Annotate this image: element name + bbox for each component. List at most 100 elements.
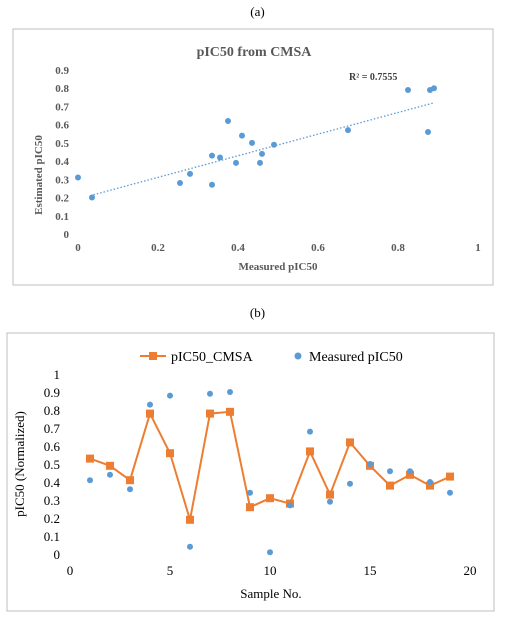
y-tick-label: 1 bbox=[54, 367, 61, 382]
y-tick-label: 0.3 bbox=[44, 493, 60, 508]
x-tick-label: 5 bbox=[167, 563, 174, 578]
y-tick-label: 0.8 bbox=[55, 83, 69, 95]
measured-point bbox=[407, 468, 413, 475]
panel-label-a: (a) bbox=[250, 4, 265, 19]
cmsa-square-point bbox=[426, 481, 434, 490]
data-point bbox=[209, 181, 215, 188]
measured-point bbox=[387, 468, 393, 475]
y-tick-label: 0.9 bbox=[44, 385, 60, 400]
cmsa-square-point bbox=[126, 476, 134, 485]
y-tick-label: 0.1 bbox=[44, 529, 60, 544]
y-tick-label: 0.6 bbox=[44, 439, 61, 454]
x-tick-label: 20 bbox=[464, 563, 477, 578]
data-point bbox=[233, 159, 239, 166]
measured-point bbox=[287, 502, 293, 509]
measured-point bbox=[367, 461, 373, 467]
cmsa-square-point bbox=[86, 454, 94, 463]
measured-point bbox=[227, 389, 233, 395]
data-point bbox=[405, 87, 411, 94]
cmsa-square-point bbox=[446, 472, 454, 481]
x-tick-label: 0.6 bbox=[311, 242, 325, 254]
data-point bbox=[187, 170, 193, 177]
data-point bbox=[75, 174, 81, 181]
cmsa-square-point bbox=[346, 438, 354, 447]
measured-point bbox=[347, 480, 353, 487]
chart-a-frame bbox=[12, 28, 494, 286]
measured-point bbox=[427, 479, 433, 485]
data-point bbox=[259, 150, 265, 157]
chart-a-r2-annotation: R² = 0.7555 bbox=[349, 72, 397, 83]
x-tick-label: 0 bbox=[75, 242, 81, 254]
y-tick-label: 0.7 bbox=[44, 421, 61, 436]
cmsa-square-point bbox=[206, 409, 214, 418]
panel-label-b: (b) bbox=[249, 305, 266, 320]
data-point bbox=[239, 132, 245, 139]
chart-b-legend: pIC50_CMSA Measured pIC50 bbox=[140, 350, 403, 365]
legend-square-marker bbox=[149, 352, 157, 360]
data-point bbox=[209, 152, 215, 159]
y-tick-label: 0.1 bbox=[55, 211, 69, 223]
x-tick-label: 0 bbox=[67, 563, 74, 578]
y-tick-label: 0.2 bbox=[55, 193, 69, 205]
legend-circle-marker bbox=[294, 352, 302, 360]
measured-point bbox=[447, 489, 453, 496]
data-point bbox=[431, 85, 437, 92]
y-tick-label: 0 bbox=[64, 229, 70, 241]
y-tick-label: 0.5 bbox=[44, 457, 60, 472]
x-tick-label: 15 bbox=[364, 563, 377, 578]
y-tick-label: 0.6 bbox=[55, 120, 69, 132]
x-tick-label: 0.8 bbox=[391, 242, 405, 254]
cmsa-square-point bbox=[246, 503, 254, 512]
measured-point bbox=[327, 498, 333, 505]
line-chart-b: pIC50_CMSA Measured pIC50 pIC50 (Normali… bbox=[6, 332, 495, 612]
measured-point bbox=[107, 471, 113, 478]
data-point bbox=[257, 159, 263, 166]
cmsa-square-point bbox=[186, 515, 194, 524]
cmsa-square-point bbox=[166, 449, 174, 458]
cmsa-square-point bbox=[146, 409, 154, 418]
measured-point bbox=[87, 477, 93, 484]
y-tick-label: 0.9 bbox=[55, 65, 69, 77]
data-point bbox=[217, 154, 223, 161]
chart-a-title: pIC50 from CMSA bbox=[197, 45, 313, 60]
data-point bbox=[425, 128, 431, 135]
scatter-chart-a: pIC50 from CMSA Estimated pIC50 Measured… bbox=[12, 28, 494, 286]
x-tick-label: 0.2 bbox=[151, 242, 165, 254]
cmsa-square-point bbox=[306, 447, 314, 456]
x-tick-label: 10 bbox=[264, 563, 277, 578]
legend-label-cmsa: pIC50_CMSA bbox=[171, 350, 254, 365]
measured-point bbox=[307, 428, 313, 435]
chart-b-xlabel: Sample No. bbox=[240, 586, 301, 601]
cmsa-square-point bbox=[226, 407, 234, 416]
data-point bbox=[345, 127, 351, 134]
chart-b-ylabel: pIC50 (Normalized) bbox=[12, 411, 27, 517]
x-tick-label: 0.4 bbox=[231, 242, 245, 254]
y-tick-label: 0.4 bbox=[55, 156, 69, 168]
y-tick-label: 0.5 bbox=[55, 138, 69, 150]
measured-point bbox=[127, 486, 133, 493]
data-point bbox=[249, 139, 255, 146]
measured-point bbox=[247, 489, 253, 496]
data-point bbox=[225, 118, 231, 125]
y-tick-label: 0.4 bbox=[44, 475, 61, 490]
cmsa-square-point bbox=[326, 490, 334, 499]
measured-point bbox=[207, 390, 213, 397]
chart-a-xlabel: Measured pIC50 bbox=[239, 261, 318, 273]
chart-a-ylabel: Estimated pIC50 bbox=[33, 135, 45, 215]
y-tick-label: 0.2 bbox=[44, 511, 60, 526]
chart-b-frame bbox=[6, 332, 495, 612]
data-point bbox=[271, 141, 277, 148]
measured-point bbox=[167, 392, 173, 399]
cmsa-square-point bbox=[106, 461, 114, 470]
data-point bbox=[89, 194, 95, 201]
y-tick-label: 0.8 bbox=[44, 403, 60, 418]
x-tick-label: 1 bbox=[475, 242, 481, 254]
cmsa-square-point bbox=[266, 494, 274, 503]
y-tick-label: 0 bbox=[54, 547, 61, 562]
cmsa-square-point bbox=[406, 470, 414, 479]
measured-point bbox=[147, 401, 153, 408]
y-tick-label: 0.7 bbox=[55, 101, 69, 113]
y-tick-label: 0.3 bbox=[55, 174, 69, 186]
data-point bbox=[177, 179, 183, 186]
measured-point bbox=[187, 543, 193, 550]
